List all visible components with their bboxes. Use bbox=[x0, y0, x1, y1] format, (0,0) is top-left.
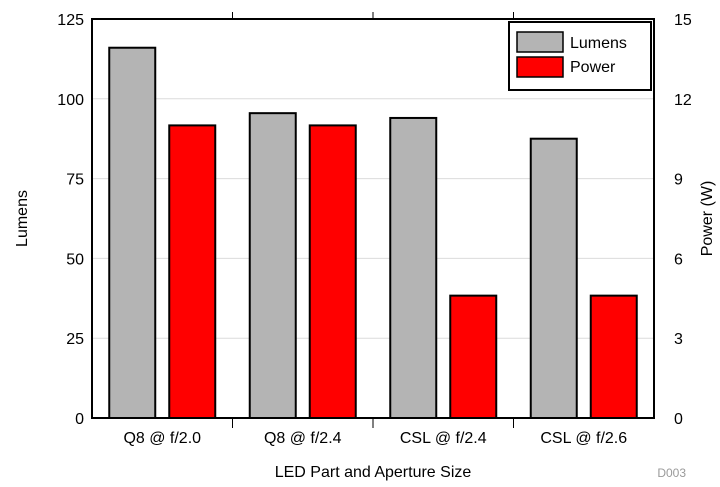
figure-id: D003 bbox=[657, 466, 686, 480]
right-axis-tick-labels: 0 3 6 9 12 15 bbox=[674, 12, 692, 428]
bar-lumens-1 bbox=[108, 46, 157, 420]
legend-swatch-power bbox=[516, 56, 564, 78]
right-tick-label: 6 bbox=[674, 251, 683, 268]
left-tick-label: 0 bbox=[75, 411, 84, 428]
left-tick-label: 125 bbox=[57, 12, 84, 29]
left-axis-title: Lumens bbox=[14, 190, 31, 247]
bar-lumens-2 bbox=[248, 112, 297, 419]
x-tick-label: Q8 @ f/2.0 bbox=[123, 430, 201, 447]
bar-power-4 bbox=[589, 294, 638, 420]
left-tick-label: 75 bbox=[66, 172, 84, 189]
left-axis-tick-labels: 0 25 50 75 100 125 bbox=[57, 12, 84, 428]
legend-swatch-lumens bbox=[516, 31, 564, 53]
legend: Lumens Power bbox=[508, 21, 652, 91]
bar-power-2 bbox=[308, 124, 357, 420]
right-axis-title: Power (W) bbox=[699, 181, 716, 257]
bar-lumens-3 bbox=[389, 116, 438, 420]
right-tick-label: 12 bbox=[674, 92, 692, 109]
x-axis-title: LED Part and Aperture Size bbox=[275, 464, 472, 481]
x-tick-label: Q8 @ f/2.4 bbox=[264, 430, 342, 447]
legend-label-power: Power bbox=[570, 59, 616, 76]
bar-power-3 bbox=[449, 294, 498, 420]
right-tick-label: 9 bbox=[674, 172, 683, 189]
right-tick-label: 0 bbox=[674, 411, 683, 428]
left-tick-label: 25 bbox=[66, 331, 84, 348]
legend-label-lumens: Lumens bbox=[570, 35, 627, 52]
right-tick-label: 15 bbox=[674, 12, 692, 29]
left-tick-label: 50 bbox=[66, 251, 84, 268]
bar-lumens-4 bbox=[529, 137, 578, 419]
bars bbox=[108, 46, 638, 420]
right-tick-label: 3 bbox=[674, 331, 683, 348]
x-tick-label: CSL @ f/2.6 bbox=[540, 430, 627, 447]
x-axis-tick-labels: Q8 @ f/2.0 Q8 @ f/2.4 CSL @ f/2.4 CSL @ f/2… bbox=[123, 430, 627, 447]
bar-power-1 bbox=[168, 124, 217, 420]
x-tick-label: CSL @ f/2.4 bbox=[400, 430, 487, 447]
x-axis-ticks bbox=[232, 12, 514, 428]
left-tick-label: 100 bbox=[57, 92, 84, 109]
